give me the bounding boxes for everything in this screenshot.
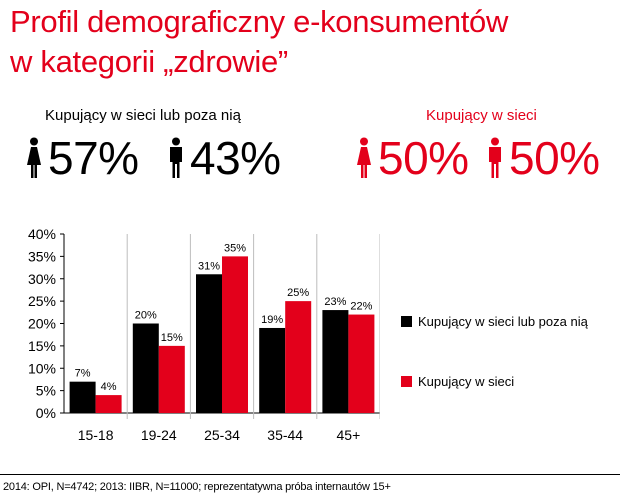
y-tick-label: 15%	[28, 338, 56, 354]
bar	[196, 274, 222, 413]
legend-label: Kupujący w sieci lub poza nią	[418, 314, 588, 329]
bar	[222, 256, 248, 413]
y-tick-label: 0%	[36, 405, 56, 421]
x-tick-label: 15-18	[78, 427, 114, 443]
y-tick-label: 5%	[36, 383, 56, 399]
data-label: 35%	[224, 242, 246, 254]
title-line-2: w kategorii „zdrowie”	[10, 44, 288, 79]
data-label: 20%	[135, 310, 157, 322]
bar	[348, 314, 375, 413]
legend-swatch-red	[401, 376, 412, 387]
woman-icon	[26, 137, 42, 179]
stat-online-male-value: 50%	[509, 132, 600, 184]
legend-item-online-buyers: Kupujący w sieci	[401, 374, 514, 389]
x-tick-label: 25-34	[204, 427, 240, 443]
title-line-1: Profil demograficzny e-konsumentów	[10, 4, 509, 39]
bar	[158, 345, 185, 413]
stat-online-female: 50%	[356, 135, 469, 181]
man-icon	[168, 137, 184, 179]
group-label-online-buyers: Kupujący w sieci	[426, 107, 537, 124]
data-label: 23%	[324, 296, 346, 308]
bar	[322, 310, 349, 413]
data-label: 4%	[101, 381, 117, 393]
stat-online-female-value: 50%	[378, 132, 469, 184]
y-tick-label: 10%	[28, 360, 56, 376]
bar	[132, 323, 159, 413]
page-title: Profil demograficzny e-konsumentów w kat…	[10, 2, 610, 82]
woman-icon	[356, 137, 372, 179]
man-icon	[487, 137, 503, 179]
bar	[95, 395, 122, 413]
data-label: 31%	[198, 260, 220, 272]
y-tick-label: 40%	[28, 226, 56, 242]
x-tick-label: 35-44	[267, 427, 303, 443]
source-note: 2014: OPI, N=4742; 2013: IIBR, N=11000; …	[3, 481, 391, 493]
data-label: 7%	[75, 368, 91, 380]
bar	[259, 327, 286, 413]
y-tick-label: 25%	[28, 293, 56, 309]
footer-divider	[0, 474, 620, 475]
stat-online-male: 50%	[487, 135, 600, 181]
data-label: 19%	[261, 314, 283, 326]
stat-all-female-value: 57%	[48, 132, 139, 184]
y-tick-label: 20%	[28, 316, 56, 332]
data-label: 25%	[287, 287, 309, 299]
data-label: 22%	[350, 301, 372, 313]
legend-item-all-buyers: Kupujący w sieci lub poza nią	[401, 314, 588, 329]
legend-label: Kupujący w sieci	[418, 374, 515, 389]
data-label: 15%	[161, 332, 183, 344]
stat-all-male: 43%	[168, 135, 281, 181]
stat-all-female: 57%	[26, 135, 139, 181]
group-label-all-buyers: Kupujący w sieci lub poza nią	[45, 107, 241, 124]
bar	[285, 301, 312, 413]
legend-swatch-black	[401, 316, 412, 327]
x-tick-label: 19-24	[141, 427, 177, 443]
stat-all-male-value: 43%	[190, 132, 281, 184]
y-tick-label: 35%	[28, 248, 56, 264]
bar-chart: 0% 5% 10% 15% 20% 25% 30% 35% 40% 15-18 7% 4% 19-24 2…	[28, 226, 380, 443]
bar	[69, 381, 96, 413]
x-tick-label: 45+	[337, 427, 361, 443]
y-tick-label: 30%	[28, 271, 56, 287]
